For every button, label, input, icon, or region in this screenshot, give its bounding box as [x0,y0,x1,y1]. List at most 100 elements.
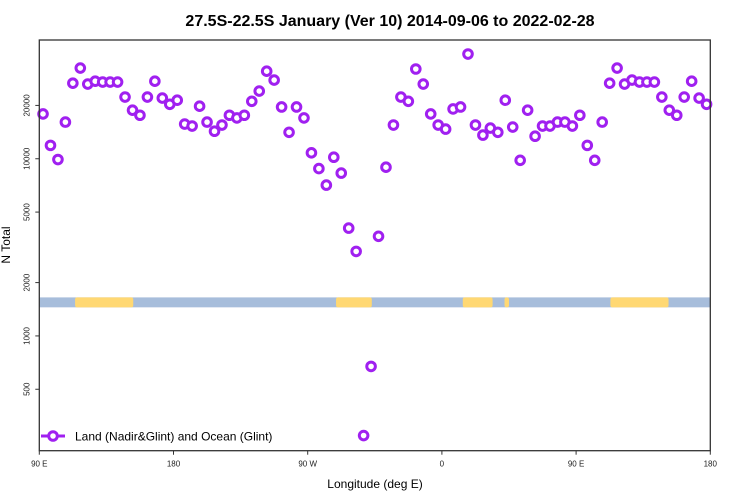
data-point [238,109,251,122]
data-point [275,101,288,113]
data-point [477,129,489,141]
data-point [492,126,504,139]
y-axis-label: N Total [0,226,13,263]
data-point [327,151,340,164]
data-point [417,78,430,90]
data-point [380,161,392,173]
legend-label: Land (Nadir&Glint) and Ocean (Glint) [75,430,272,444]
data-point [253,85,266,97]
data-point [67,77,79,89]
x-tick-label: 90 E [568,460,584,469]
x-axis-label: Longitude (deg E) [327,477,422,491]
data-point [462,48,474,60]
plot-frame [38,39,711,452]
data-point [283,126,295,139]
data-point [685,75,698,87]
data-point [611,62,623,74]
x-tick-label: 90 W [298,460,317,469]
data-point [529,130,541,143]
data-point [208,125,221,138]
data-points [37,48,713,442]
y-tick-label: 5000 [22,203,31,221]
y-tick-label: 2000 [22,273,31,291]
data-point [372,230,385,243]
data-point [670,109,683,122]
surface-band [39,297,711,308]
data-point [260,65,273,77]
y-tick-label: 500 [22,382,31,396]
x-tick-label: 0 [440,460,445,469]
data-point [119,91,131,103]
x-tick-label: 180 [704,460,718,469]
data-point [290,101,303,113]
data-point [134,109,146,122]
data-point [245,95,258,108]
data-point [126,104,139,116]
data-point [320,179,333,191]
data-point [216,119,228,131]
chart-title: 27.5S-22.5S January (Ver 10) 2014-09-06 … [185,13,594,30]
data-point [305,147,318,159]
data-point [342,222,355,234]
data-point [186,120,198,132]
data-point [313,162,325,175]
data-point [402,95,415,108]
data-point [171,94,184,107]
data-point [588,154,601,167]
data-point [566,120,579,132]
y-tick-label: 10000 [22,147,31,170]
data-point [581,139,594,152]
data-point [149,75,161,87]
data-point [37,108,49,120]
data-point [469,119,482,131]
data-point [365,360,377,373]
data-point [499,94,512,107]
land-segment [336,297,372,308]
data-point [141,91,154,103]
data-point [678,91,691,103]
data-point [387,119,400,131]
data-point [656,91,668,103]
data-point [357,429,370,442]
data-point [514,154,526,167]
land-segment [610,297,669,308]
data-point [59,116,72,128]
data-point [111,76,124,88]
data-point [52,153,64,166]
data-point [350,245,362,258]
data-point [298,112,310,124]
y-axis: 500 1000 2000 5000 10000 20000 [22,94,40,396]
data-point [44,139,57,152]
data-point [410,63,422,75]
legend-marker [47,430,59,442]
data-point [454,101,467,113]
data-point [506,121,519,133]
data-point [439,123,452,135]
data-point [521,104,534,116]
x-tick-label: 90 E [31,460,47,469]
data-point [335,167,348,179]
x-axis: 90 E 180 90 W 0 90 E 180 [31,450,718,469]
data-point [193,100,206,112]
legend: Land (Nadir&Glint) and Ocean (Glint) [41,430,272,444]
land-segment [504,297,509,308]
land-segment [462,297,493,308]
data-point [74,62,87,74]
data-point [156,92,169,104]
data-point [700,98,713,111]
y-tick-label: 20000 [22,94,31,117]
y-tick-label: 1000 [22,326,31,344]
data-point [648,76,661,88]
data-point [201,116,213,128]
data-point [574,109,586,122]
data-point [596,116,608,128]
ocean-band [39,297,711,308]
data-point [424,108,437,120]
land-segment [75,297,134,308]
data-point [663,104,676,116]
data-point [693,92,705,104]
data-point [603,77,616,89]
x-tick-label: 180 [167,460,181,469]
data-point [268,74,280,86]
